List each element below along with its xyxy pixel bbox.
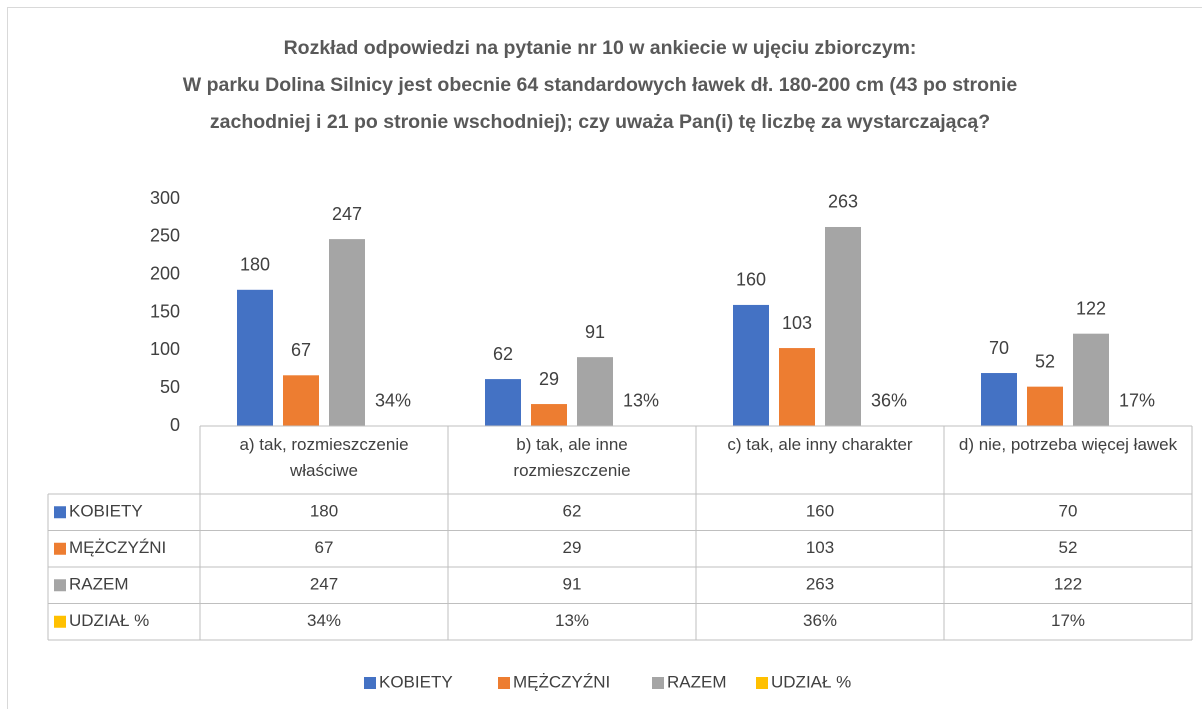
- table-cell: 13%: [555, 611, 589, 630]
- bar: [485, 379, 521, 426]
- table-legend-key: [54, 579, 66, 592]
- table-cell: 70: [1059, 502, 1078, 521]
- y-tick-label: 300: [150, 188, 180, 208]
- category-cell: a) tak, rozmieszczenie właściwe: [239, 435, 409, 480]
- data-label: 62: [493, 344, 513, 364]
- y-tick-label: 200: [150, 263, 180, 283]
- table-cell: 247: [310, 575, 338, 594]
- bar: [237, 289, 273, 426]
- data-label: 247: [332, 204, 362, 224]
- table-cell: 62: [563, 502, 582, 521]
- x-tick-label: b) tak, ale inne rozmieszczenie: [513, 435, 631, 480]
- bar: [733, 304, 769, 426]
- legend-key: [652, 677, 664, 689]
- data-label: 52: [1035, 351, 1055, 371]
- data-label: 36%: [871, 390, 907, 410]
- table-legend-label: UDZIAŁ %: [69, 611, 149, 630]
- y-tick-label: 50: [160, 377, 180, 397]
- category-cell: b) tak, ale inne rozmieszczenie: [513, 435, 631, 480]
- bar: [779, 348, 815, 426]
- category-cell: d) nie, potrzeba więcej ławek: [958, 435, 1178, 454]
- data-label: 17%: [1119, 391, 1155, 411]
- data-label: 122: [1076, 298, 1106, 318]
- table-cell: 180: [310, 502, 338, 521]
- table-cell: 52: [1059, 538, 1078, 557]
- data-label: 67: [291, 340, 311, 360]
- table-cell: 17%: [1051, 611, 1085, 630]
- table-cell: 29: [563, 538, 582, 557]
- x-tick-label: c) tak, ale inny charakter: [727, 435, 913, 454]
- legend-label: RAZEM: [667, 672, 727, 691]
- legend-label: UDZIAŁ %: [771, 672, 851, 691]
- table-legend-label: KOBIETY: [69, 502, 143, 521]
- bar: [531, 404, 567, 426]
- y-tick-label: 150: [150, 301, 180, 321]
- chart-title: Rozkład odpowiedzi na pytanie nr 10 w an…: [182, 37, 1018, 133]
- data-label: 180: [240, 255, 270, 275]
- x-tick-label: d) nie, potrzeba więcej ławek: [958, 435, 1178, 454]
- data-label: 91: [585, 322, 605, 342]
- data-label: 34%: [375, 390, 411, 410]
- legend-key: [756, 677, 768, 689]
- table-cell: 122: [1054, 575, 1082, 594]
- bar: [329, 239, 365, 426]
- y-tick-label: 0: [170, 415, 180, 435]
- table-legend-label: MĘŻCZYŹNI: [69, 538, 166, 557]
- data-label: 13%: [623, 391, 659, 411]
- legend-label: KOBIETY: [379, 672, 453, 691]
- bar: [1027, 386, 1063, 426]
- table-cell: 34%: [307, 611, 341, 630]
- table-legend-label: RAZEM: [69, 575, 129, 594]
- table-cell: 91: [563, 575, 582, 594]
- table-cell: 67: [315, 538, 334, 557]
- bar: [577, 357, 613, 426]
- legend-key: [364, 677, 376, 689]
- category-cell: c) tak, ale inny charakter: [727, 435, 913, 454]
- legend-key: [498, 677, 510, 689]
- bar: [981, 373, 1017, 426]
- table-cell: 160: [806, 502, 834, 521]
- title-box: Rozkład odpowiedzi na pytanie nr 10 w an…: [182, 37, 1018, 133]
- bar: [283, 375, 319, 426]
- data-label: 160: [736, 270, 766, 290]
- data-label: 70: [989, 338, 1009, 358]
- y-tick-label: 100: [150, 339, 180, 359]
- x-tick-label: a) tak, rozmieszczenie właściwe: [239, 435, 409, 480]
- table-cell: 36%: [803, 611, 837, 630]
- table-cell: 263: [806, 575, 834, 594]
- table-cell: 103: [806, 538, 834, 557]
- data-label: 29: [539, 369, 559, 389]
- table-legend-key: [54, 542, 66, 555]
- table-legend-key: [54, 615, 66, 628]
- legend-label: MĘŻCZYŹNI: [513, 672, 610, 691]
- data-label: 103: [782, 313, 812, 333]
- data-label: 263: [828, 192, 858, 212]
- bar: [1073, 333, 1109, 426]
- y-tick-label: 250: [150, 226, 180, 246]
- table-legend-key: [54, 506, 66, 519]
- bar: [825, 226, 861, 426]
